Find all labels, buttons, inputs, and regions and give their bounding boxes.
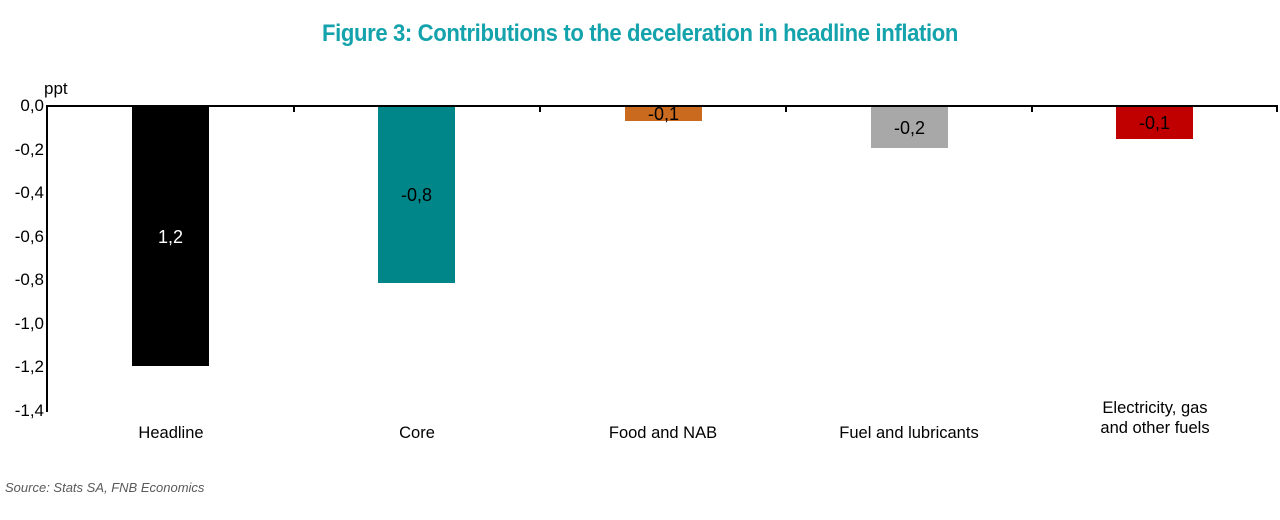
y-tick-label-2: -0,4: [14, 183, 44, 202]
category-label-electricity: Electricity, gas and other fuels: [1100, 399, 1210, 437]
y-tick-label-3: -0,6: [14, 227, 44, 246]
category-label-food-nab: Food and NAB: [608, 424, 718, 442]
x-axis-tick: [539, 107, 541, 112]
chart-title: Figure 3: Contributions to the decelerat…: [321, 20, 959, 47]
source-note: Source: Stats SA, FNB Economics: [5, 480, 205, 495]
category-label-fuel: Fuel and lubricants: [839, 424, 979, 442]
y-axis-unit-label: ppt: [44, 79, 68, 98]
x-axis-tick: [1276, 107, 1278, 112]
bar-core: -0,8: [378, 107, 455, 283]
x-axis-tick: [293, 107, 295, 112]
bar-value-label: 1,2: [157, 226, 184, 247]
bar-value-label: -0,1: [1138, 113, 1171, 133]
y-tick-label-7: -1,4: [14, 401, 44, 420]
y-tick-label-6: -1,2: [14, 357, 44, 376]
bar-value-label: -0,2: [893, 117, 926, 138]
y-tick-label-4: -0,8: [14, 270, 44, 289]
bar-value-label: -0,1: [647, 104, 680, 124]
y-tick-label-5: -1,0: [14, 314, 44, 333]
x-axis-tick: [785, 107, 787, 112]
y-tick-label-0: 0,0: [20, 96, 44, 115]
x-axis-tick: [1031, 107, 1033, 112]
bar-fuel-and-lubricants: -0,2: [871, 107, 948, 148]
bar-value-label: -0,8: [400, 185, 433, 205]
category-label-headline: Headline: [138, 424, 204, 442]
bar-food-and-nab: -0,1: [625, 104, 702, 124]
bar-electricity-gas-other-fuels: -0,1: [1116, 107, 1193, 139]
bar-headline: 1,2: [132, 107, 209, 366]
x-axis-zero-line: [46, 105, 1278, 107]
category-label-core: Core: [399, 424, 435, 442]
y-axis-line: [46, 105, 48, 412]
y-tick-label-1: -0,2: [14, 140, 44, 159]
